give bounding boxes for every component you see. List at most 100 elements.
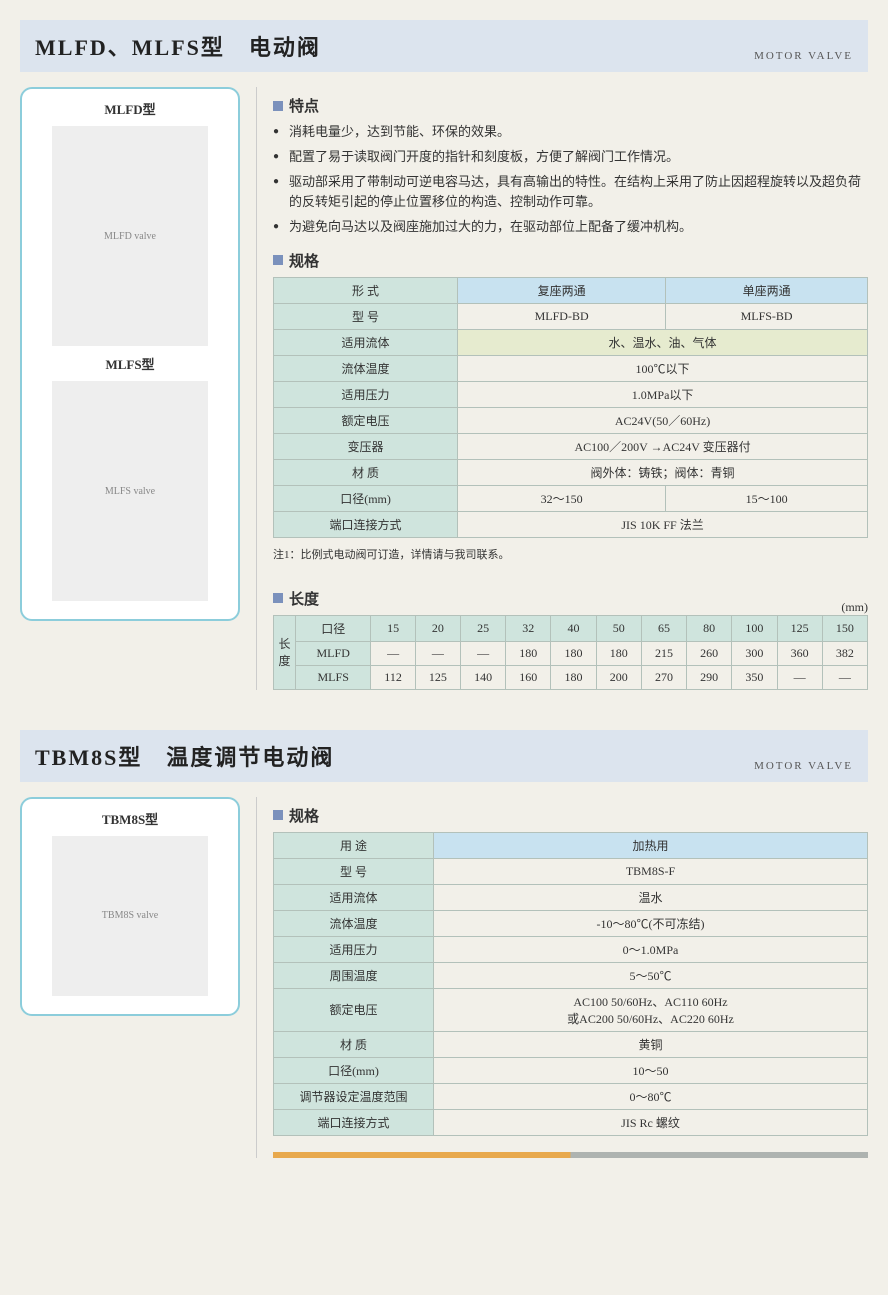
features-heading: 特点 [273, 95, 868, 116]
spec-cell: 单座两通 [666, 277, 868, 303]
len-diam: 40 [551, 615, 596, 641]
spec-row-label: 端口连接方式 [274, 511, 458, 537]
product-images-box-2: TBM8S型 TBM8S valve [20, 797, 240, 1016]
len-diam: 15 [371, 615, 415, 641]
spec-row-label: 用 途 [274, 832, 434, 858]
spec-cell: 10～50 [434, 1057, 868, 1083]
len-diam: 50 [596, 615, 641, 641]
spec-cell: 5～50℃ [434, 962, 868, 988]
spec1-heading: 规格 [273, 250, 868, 271]
spec-row-label: 额定电压 [274, 988, 434, 1031]
square-bullet-icon [273, 255, 283, 265]
len-cell: 125 [415, 665, 460, 689]
len-diam: 100 [732, 615, 777, 641]
spec-row-label: 端口连接方式 [274, 1109, 434, 1135]
spec-row-label: 变压器 [274, 433, 458, 459]
bottom-bar [273, 1152, 868, 1158]
square-bullet-icon [273, 593, 283, 603]
spec-row-label: 流体温度 [274, 355, 458, 381]
mlfs-label: MLFS型 [32, 354, 228, 373]
spec-cell: 黄铜 [434, 1031, 868, 1057]
len-diam: 80 [687, 615, 732, 641]
spec-cell: AC24V(50／60Hz) [458, 407, 868, 433]
spec1-table: 形 式复座两通单座两通型 号MLFD-BDMLFS-BD适用流体水、温水、油、气… [273, 277, 868, 538]
mlfs-image: MLFS valve [52, 381, 209, 601]
len-diam: 32 [506, 615, 551, 641]
len-diam: 25 [460, 615, 505, 641]
spec-cell: 15～100 [666, 485, 868, 511]
square-bullet-icon [273, 810, 283, 820]
spec-row-label: 型 号 [274, 303, 458, 329]
spec1-note: 注1：比例式电动阀可订造，详情请与我司联系。 [273, 546, 868, 562]
length-unit: (mm) [841, 600, 868, 615]
len-cell: 260 [687, 641, 732, 665]
feature-item: 为避免向马达以及阀座施加过大的力，在驱动部位上配备了缓冲机构。 [273, 217, 868, 238]
len-cell: — [415, 641, 460, 665]
spec-cell: JIS Rc 螺纹 [434, 1109, 868, 1135]
spec-cell: 0～1.0MPa [434, 936, 868, 962]
len-cell: 180 [506, 641, 551, 665]
len-cell: 290 [687, 665, 732, 689]
len-cell: 112 [371, 665, 415, 689]
len-cell: — [371, 641, 415, 665]
len-cell: 382 [822, 641, 867, 665]
spec-cell: MLFD-BD [458, 303, 666, 329]
spec-cell: 加热用 [434, 832, 868, 858]
features-list: 消耗电量少，达到节能、环保的效果。 配置了易于读取阀门开度的指针和刻度板，方便了… [273, 122, 868, 238]
vertical-divider-1 [256, 87, 257, 690]
len-cell: 180 [551, 665, 596, 689]
spec-row-label: 口径(mm) [274, 1057, 434, 1083]
spec-row-label: 适用流体 [274, 884, 434, 910]
spec-row-label: 适用压力 [274, 381, 458, 407]
section1-header: MLFD、MLFS型 电动阀 MOTOR VALVE [20, 20, 868, 72]
spec-cell: 0～80℃ [434, 1083, 868, 1109]
len-cell: 200 [596, 665, 641, 689]
spec-row-label: 额定电压 [274, 407, 458, 433]
spec2-heading: 规格 [273, 805, 868, 826]
len-row-label: MLFS [296, 665, 371, 689]
spec-cell: TBM8S-F [434, 858, 868, 884]
product-images-box-1: MLFD型 MLFD valve MLFS型 MLFS valve [20, 87, 240, 621]
length-heading: 长度 [273, 588, 319, 609]
spec-cell: 阀外体：铸铁；阀体：青铜 [458, 459, 868, 485]
spec-row-label: 适用流体 [274, 329, 458, 355]
len-cell: 300 [732, 641, 777, 665]
len-cell: 270 [641, 665, 686, 689]
length-table: 长度口径1520253240506580100125150MLFD———1801… [273, 615, 868, 690]
len-cell: 140 [460, 665, 505, 689]
vertical-divider-2 [256, 797, 257, 1158]
section2-subtitle: MOTOR VALVE [754, 760, 853, 772]
spec-cell: 32～150 [458, 485, 666, 511]
len-cell: — [777, 665, 822, 689]
len-row-label: MLFD [296, 641, 371, 665]
spec-cell: AC100 50/60Hz、AC110 60Hz 或AC200 50/60Hz、… [434, 988, 868, 1031]
len-diam-label: 口径 [296, 615, 371, 641]
len-diam: 125 [777, 615, 822, 641]
spec-row-label: 型 号 [274, 858, 434, 884]
len-diam: 150 [822, 615, 867, 641]
section1-title: MLFD、MLFS型 电动阀 [35, 30, 321, 62]
len-cell: — [822, 665, 867, 689]
spec-row-label: 材 质 [274, 459, 458, 485]
section2-title: TBM8S型 温度调节电动阀 [35, 740, 334, 772]
spec-cell: -10～80℃(不可冻结) [434, 910, 868, 936]
len-cell: 350 [732, 665, 777, 689]
spec-cell: 复座两通 [458, 277, 666, 303]
len-cell: 180 [551, 641, 596, 665]
spec-row-label: 周围温度 [274, 962, 434, 988]
len-cell: 215 [641, 641, 686, 665]
spec-cell: AC100／200V →AC24V 变压器付 [458, 433, 868, 459]
spec-row-label: 适用压力 [274, 936, 434, 962]
spec-cell: 100℃以下 [458, 355, 868, 381]
section1-subtitle: MOTOR VALVE [754, 50, 853, 62]
len-cell: 160 [506, 665, 551, 689]
spec-cell: 水、温水、油、气体 [458, 329, 868, 355]
len-diam: 20 [415, 615, 460, 641]
len-diam: 65 [641, 615, 686, 641]
spec-cell: MLFS-BD [666, 303, 868, 329]
tbm8s-label: TBM8S型 [32, 809, 228, 828]
spec-row-label: 材 质 [274, 1031, 434, 1057]
feature-item: 配置了易于读取阀门开度的指针和刻度板，方便了解阀门工作情况。 [273, 147, 868, 168]
spec2-table: 用 途加热用型 号TBM8S-F适用流体温水流体温度-10～80℃(不可冻结)适… [273, 832, 868, 1136]
feature-item: 驱动部采用了带制动可逆电容马达，具有高输出的特性。在结构上采用了防止因超程旋转以… [273, 172, 868, 214]
